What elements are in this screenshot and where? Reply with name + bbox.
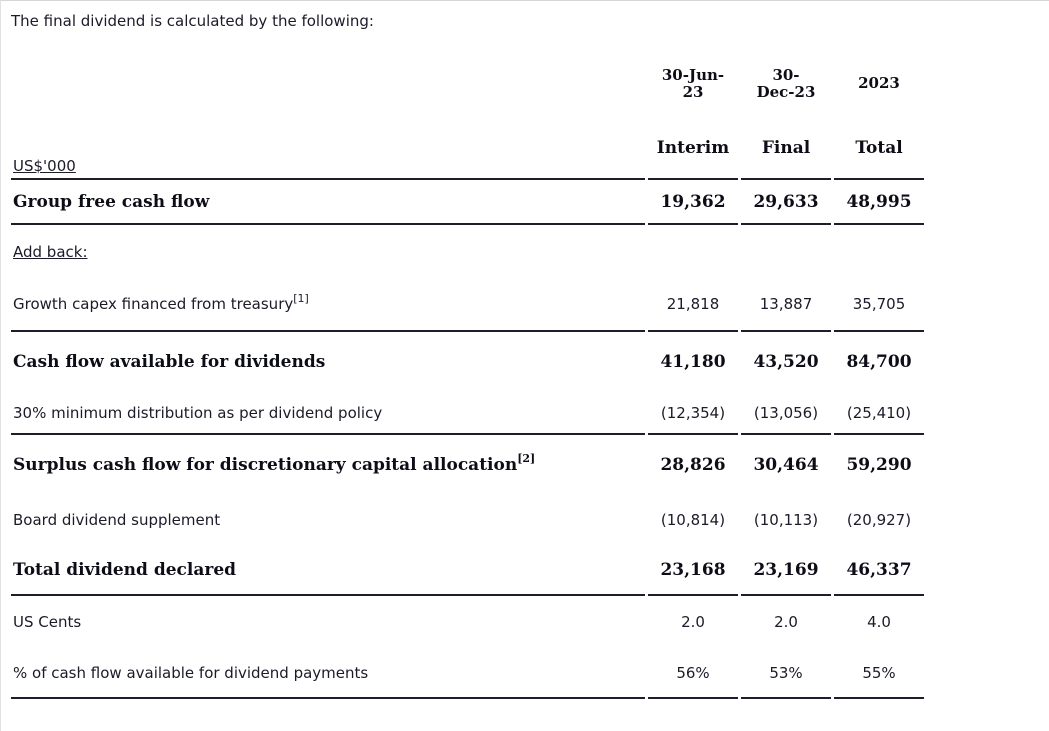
row-value-total: 48,995: [834, 180, 924, 225]
row-value-final: [741, 225, 831, 278]
section-label: Add back:: [13, 242, 88, 261]
row-label: Cash flow available for dividends: [13, 352, 326, 372]
row-label-text: Surplus cash flow for discretionary capi…: [13, 454, 518, 475]
header-spacer: [11, 56, 645, 112]
table-row-minimum-distribution: 30% minimum distribution as per dividend…: [11, 392, 924, 435]
row-value-total: (25,410): [834, 392, 924, 435]
footnote-marker-2: [2]: [517, 451, 536, 465]
row-value-total: (20,927): [846, 511, 912, 529]
row-value-total: 46,337: [834, 546, 924, 596]
dividend-table: 30-Jun- 23 30- Dec-23 2023 US$'000 Inter…: [8, 56, 927, 699]
row-value-total: [834, 225, 924, 278]
column-header-final: Final: [741, 112, 831, 180]
row-value-total: 84,700: [846, 352, 912, 372]
table-row-us-cents: US Cents 2.0 2.0 4.0: [11, 596, 924, 648]
table-row-growth-capex: Growth capex financed from treasury[1] 2…: [11, 278, 924, 332]
row-value-interim: (10,814): [660, 511, 726, 529]
row-value-total: 35,705: [834, 278, 924, 332]
intro-text: The final dividend is calculated by the …: [11, 12, 374, 30]
column-header-date-interim: 30-Jun- 23: [661, 65, 725, 101]
column-header-total: Total: [834, 112, 924, 180]
row-value-final: 53%: [741, 648, 831, 699]
unit-label: US$'000: [11, 112, 645, 180]
table-row-group-free-cash-flow: Group free cash flow 19,362 29,633 48,99…: [11, 180, 924, 225]
row-label: Total dividend declared: [11, 546, 645, 596]
row-value-final: 13,887: [741, 278, 831, 332]
table-row-surplus-cash-flow: Surplus cash flow for discretionary capi…: [11, 435, 924, 494]
row-label: % of cash flow available for dividend pa…: [11, 648, 645, 699]
row-label: Surplus cash flow for discretionary capi…: [11, 435, 645, 494]
row-value-interim: 56%: [648, 648, 738, 699]
table-row-cash-flow-available: Cash flow available for dividends 41,180…: [11, 332, 924, 392]
row-label: US Cents: [13, 613, 82, 631]
column-header-date-total: 2023: [858, 74, 900, 93]
row-value-interim: 2.0: [681, 613, 705, 631]
row-value-total: 4.0: [867, 613, 891, 631]
row-value-final: 2.0: [774, 613, 798, 631]
column-header-date-final: 30- Dec-23: [756, 65, 816, 101]
footnote-marker-1: [1]: [293, 292, 309, 305]
row-value-final: 30,464: [753, 454, 819, 475]
row-value-interim: [648, 225, 738, 278]
column-header-interim: Interim: [648, 112, 738, 180]
table-row-total-dividend-declared: Total dividend declared 23,168 23,169 46…: [11, 546, 924, 596]
row-value-final: (13,056): [741, 392, 831, 435]
row-label: Board dividend supplement: [13, 511, 221, 529]
table-header-dates: 30-Jun- 23 30- Dec-23 2023: [11, 56, 924, 112]
row-value-final: (10,113): [753, 511, 819, 529]
table-header-periods: US$'000 Interim Final Total: [11, 112, 924, 180]
table-row-add-back: Add back:: [11, 225, 924, 278]
row-value-final: 23,169: [741, 546, 831, 596]
row-label: Growth capex financed from treasury[1]: [11, 278, 645, 332]
table-row-percent-of-cash-flow: % of cash flow available for dividend pa…: [11, 648, 924, 699]
row-value-interim: 28,826: [660, 454, 726, 475]
row-label-text: Growth capex financed from treasury: [13, 295, 294, 313]
row-value-total: 59,290: [846, 454, 912, 475]
row-label: Group free cash flow: [11, 180, 645, 225]
row-value-total: 55%: [834, 648, 924, 699]
row-value-interim: 23,168: [648, 546, 738, 596]
row-value-interim: (12,354): [648, 392, 738, 435]
table-row-board-dividend-supplement: Board dividend supplement (10,814) (10,1…: [11, 494, 924, 546]
row-value-interim: 19,362: [648, 180, 738, 225]
row-label: 30% minimum distribution as per dividend…: [11, 392, 645, 435]
row-value-final: 29,633: [741, 180, 831, 225]
row-value-final: 43,520: [753, 352, 819, 372]
row-value-interim: 21,818: [648, 278, 738, 332]
row-value-interim: 41,180: [660, 352, 726, 372]
